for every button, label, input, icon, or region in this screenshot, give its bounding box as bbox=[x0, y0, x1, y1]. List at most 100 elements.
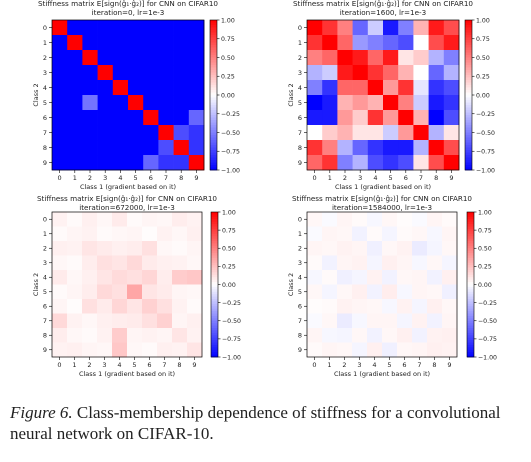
heatmap-cell bbox=[157, 328, 172, 343]
heatmap-cell bbox=[52, 50, 68, 65]
heatmap-cell bbox=[398, 95, 414, 110]
heatmap-cell bbox=[322, 299, 337, 314]
heatmap-cell bbox=[307, 241, 322, 256]
y-tick-label: 6 bbox=[298, 303, 302, 311]
x-tick-label: 6 bbox=[404, 174, 408, 182]
heatmap-cell bbox=[52, 65, 68, 80]
x-tick-label: 7 bbox=[419, 174, 423, 182]
colorbar-segment bbox=[465, 40, 472, 43]
colorbar-segment bbox=[210, 125, 217, 128]
colorbar-segment bbox=[467, 246, 474, 249]
heatmap-cell bbox=[143, 140, 159, 155]
colorbar-segment bbox=[210, 43, 217, 46]
y-tick-label: 8 bbox=[43, 144, 47, 152]
colorbar-segment bbox=[467, 224, 474, 227]
y-axis-label: Class 2 bbox=[32, 83, 40, 106]
y-tick-label: 5 bbox=[43, 99, 47, 107]
colorbar-segment bbox=[465, 63, 472, 66]
heatmap-cell bbox=[142, 299, 157, 314]
heatmap-cell bbox=[142, 256, 157, 271]
heatmap-cell bbox=[172, 256, 187, 271]
colorbar-segment bbox=[465, 158, 472, 161]
colorbar-segment bbox=[210, 28, 217, 31]
x-tick-label: 8 bbox=[177, 361, 181, 369]
heatmap-cell bbox=[174, 20, 190, 35]
heatmap-cell bbox=[174, 35, 190, 50]
colorbar-segment bbox=[211, 294, 218, 297]
heatmap-cell bbox=[353, 140, 369, 155]
colorbar-segment bbox=[210, 153, 217, 156]
colorbar-segment bbox=[211, 335, 218, 338]
heatmap-cell bbox=[383, 155, 399, 170]
colorbar-segment bbox=[211, 306, 218, 309]
colorbar-tick-label: 0.00 bbox=[221, 92, 235, 99]
heatmap-cell bbox=[398, 125, 414, 140]
colorbar-segment bbox=[211, 260, 218, 263]
heatmap-cell bbox=[442, 270, 457, 285]
heatmap-cell bbox=[82, 50, 98, 65]
heatmap-cell bbox=[128, 35, 144, 50]
heatmap-cell bbox=[337, 65, 353, 80]
heatmap-cell bbox=[429, 155, 445, 170]
heatmap-cell bbox=[189, 20, 205, 35]
colorbar-segment bbox=[211, 251, 218, 254]
y-tick-label: 2 bbox=[43, 54, 47, 62]
x-tick-label: 9 bbox=[192, 361, 196, 369]
heatmap-cell bbox=[98, 155, 114, 170]
y-tick-label: 1 bbox=[43, 230, 47, 238]
colorbar-segment bbox=[211, 243, 218, 246]
colorbar-segment bbox=[465, 23, 472, 26]
x-tick-label: 1 bbox=[328, 174, 332, 182]
heatmap-cell bbox=[368, 155, 384, 170]
y-tick-label: 3 bbox=[298, 259, 302, 267]
colorbar-segment bbox=[211, 352, 218, 355]
colorbar-segment bbox=[210, 105, 217, 108]
heatmap-cell bbox=[352, 212, 367, 227]
colorbar-segment bbox=[467, 253, 474, 256]
colorbar-segment bbox=[211, 345, 218, 348]
colorbar-segment bbox=[467, 268, 474, 271]
heatmap-cell bbox=[142, 314, 157, 329]
heatmap-cell bbox=[113, 35, 129, 50]
y-tick-label: 7 bbox=[43, 317, 47, 325]
heatmap-cell bbox=[98, 35, 114, 50]
y-tick-label: 8 bbox=[298, 332, 302, 340]
colorbar-segment bbox=[465, 48, 472, 51]
heatmap-cell bbox=[189, 95, 205, 110]
heatmap-cell bbox=[112, 328, 127, 343]
panel-title-line: iteration=1600, lr=1e-3 bbox=[340, 8, 426, 17]
heatmap-cell bbox=[113, 20, 129, 35]
heatmap-cell bbox=[187, 256, 202, 271]
colorbar-segment bbox=[467, 282, 474, 285]
y-tick-label: 9 bbox=[43, 159, 47, 167]
heatmap-cell bbox=[67, 270, 82, 285]
colorbar-tick-label: −1.00 bbox=[478, 354, 497, 361]
heatmap-cell bbox=[82, 80, 98, 95]
heatmap-cell bbox=[52, 314, 67, 329]
heatmap-cell bbox=[127, 241, 142, 256]
heatmap-cell bbox=[82, 241, 97, 256]
heatmap-cell bbox=[322, 256, 337, 271]
colorbar-segment bbox=[211, 246, 218, 249]
colorbar-segment bbox=[210, 53, 217, 56]
heatmap-cell bbox=[187, 212, 202, 227]
heatmap-cell bbox=[142, 270, 157, 285]
colorbar-segment bbox=[467, 304, 474, 307]
heatmap-cell bbox=[383, 140, 399, 155]
colorbar-segment bbox=[210, 115, 217, 118]
heatmap-cell bbox=[112, 270, 127, 285]
heatmap-cell bbox=[444, 20, 460, 35]
colorbar-segment bbox=[210, 93, 217, 96]
heatmap-cell bbox=[337, 241, 352, 256]
colorbar-segment bbox=[210, 80, 217, 83]
colorbar-segment bbox=[211, 270, 218, 273]
heatmap-cell bbox=[82, 65, 98, 80]
heatmap-cell bbox=[127, 270, 142, 285]
heatmap-cell bbox=[158, 65, 174, 80]
heatmap-cell bbox=[158, 80, 174, 95]
y-tick-label: 7 bbox=[43, 129, 47, 137]
heatmap-cell bbox=[158, 110, 174, 125]
colorbar-segment bbox=[211, 297, 218, 300]
heatmap-cell bbox=[368, 50, 384, 65]
heatmap-cell bbox=[367, 270, 382, 285]
